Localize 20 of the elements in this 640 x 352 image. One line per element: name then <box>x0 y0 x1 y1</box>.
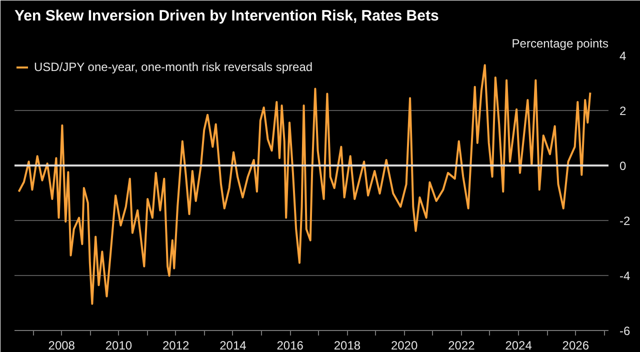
x-tick-label: 2018 <box>334 338 361 352</box>
x-tick-label: 2014 <box>220 338 247 352</box>
x-tick-label: 2016 <box>276 338 304 352</box>
chart-title: Yen Skew Inversion Driven by Intervention Risk, Rates Bets <box>14 8 439 24</box>
legend-label: USD/JPY one-year, one-month risk reversals spread <box>34 60 313 74</box>
x-tick-label: 2010 <box>105 338 132 352</box>
y-axis-title: Percentage points <box>512 36 608 50</box>
line-series <box>18 64 592 305</box>
y-tick-label: 2 <box>620 104 626 118</box>
x-tick-label: 2020 <box>390 338 418 352</box>
x-tick-label: 2026 <box>562 338 590 352</box>
y-tick-label: 4 <box>620 49 626 63</box>
x-tick-label: 2022 <box>448 338 476 352</box>
x-tick-label: 2008 <box>48 338 76 352</box>
y-tick-label: 0 <box>620 159 626 173</box>
y-tick-label: -2 <box>620 214 630 228</box>
x-tick-label: 2012 <box>162 338 190 352</box>
y-tick-label: -6 <box>620 324 630 338</box>
y-tick-label: -4 <box>620 269 630 283</box>
x-tick-label: 2024 <box>505 338 532 352</box>
